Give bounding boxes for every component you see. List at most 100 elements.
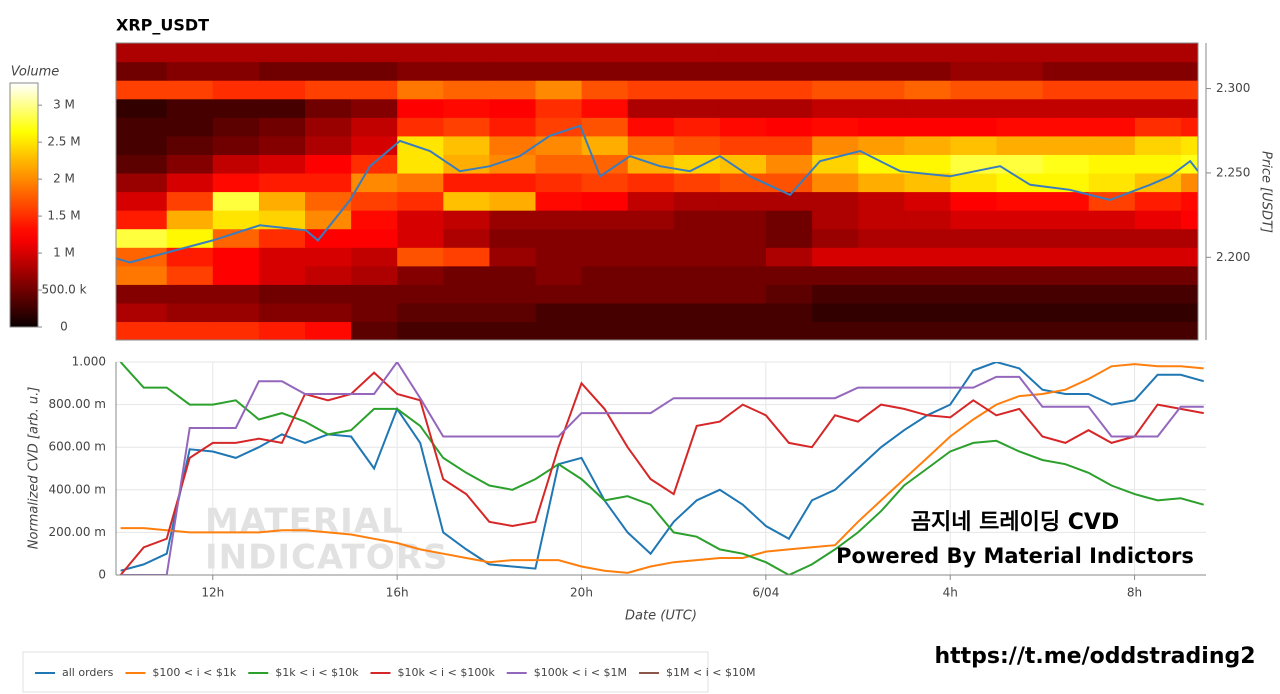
heatmap-cell [673,61,721,81]
colorbar-tick-label: 500.0 k [41,283,86,297]
heatmap-cell [627,135,675,155]
heatmap-cell [858,191,905,211]
heatmap-cell [1042,302,1090,323]
heatmap-cell [351,61,398,81]
heatmap-cell [904,154,952,174]
heatmap-cell [812,284,859,304]
cvd-line [120,362,1204,575]
heatmap-cell [1134,210,1182,230]
heatmap-cell [1180,98,1198,118]
heatmap-cell [904,302,952,323]
heatmap-cell [535,284,583,304]
heatmap-cell [397,191,444,211]
heatmap-cell [581,43,629,63]
heatmap-cell [166,191,214,211]
heatmap-cell [904,247,952,267]
heatmap-cell [1042,135,1090,155]
heatmap-cell [489,98,537,118]
heatmap-cell [1134,43,1182,63]
heatmap-cell [258,98,306,118]
heatmap-cell [1134,302,1182,323]
heatmap-cell [996,247,1044,267]
heatmap-cell [305,284,352,304]
heatmap-cell [996,154,1044,174]
heatmap-cell [1088,98,1136,118]
heatmap-cell [212,228,260,248]
heatmap-cell [581,284,629,304]
heatmap-cell [627,247,675,267]
heatmap-cell [116,321,168,340]
heatmap-cell [766,117,813,137]
heatmap-cell [719,210,767,230]
y-axis-label: Price [USDT] [1259,151,1274,233]
heatmap-cell [581,117,629,137]
heatmap-cell [305,321,352,340]
heatmap-cell [1134,172,1182,193]
heatmap-cell [305,135,352,155]
heatmap-cell [351,117,398,137]
heatmap-cell [535,247,583,267]
heatmap-cell [766,43,813,63]
heatmap-cell [305,191,352,211]
cvd-line [119,362,1204,575]
heatmap-cell [581,98,629,118]
heatmap-cell [996,321,1044,340]
heatmap-cell [351,210,398,230]
heatmap-cell [858,210,905,230]
heatmap-cell [858,247,905,267]
heatmap-cell [581,135,629,155]
heatmap-cell [489,302,537,323]
legend-label: $10k < i < $100k [397,666,495,679]
heatmap-cell [489,154,537,174]
heatmap-cell [258,321,306,340]
heatmap-cell [489,117,537,137]
heatmap-cell [1088,210,1136,230]
heatmap-cell [1134,80,1182,100]
heatmap-cell [116,172,168,193]
colorbar-tick-label: 0 [60,320,68,334]
heatmap-cell [489,80,537,100]
heatmap-cell [116,98,168,118]
heatmap-cell [858,117,905,137]
heatmap-cell [766,321,813,340]
heatmap-cell [581,154,629,174]
heatmap-cell [581,210,629,230]
heatmap-cell [351,302,398,323]
heatmap-cell [904,284,952,304]
heatmap-cell [116,302,168,323]
heatmap-cell [1042,284,1090,304]
heatmap-cell [212,80,260,100]
heatmap-cell [950,210,998,230]
heatmap-cell [627,265,675,285]
y-tick-label: 800.00 m [49,397,107,411]
heatmap-cell [166,117,214,137]
heatmap-cell [673,135,721,155]
heatmap-cell [443,98,491,118]
heatmap-cell [996,228,1044,248]
heatmap-cell [1042,98,1090,118]
cvd-lines [119,362,1204,575]
heatmap-cell [212,284,260,304]
heatmap-cell [904,321,952,340]
heatmap-area [116,43,1198,340]
heatmap-cell [766,172,813,193]
heatmap-cell [535,321,583,340]
heatmap-cell [812,265,859,285]
heatmap-cell [535,135,583,155]
heatmap-cell [1180,61,1198,81]
heatmap-cell [581,302,629,323]
y-tick-label: 200.00 m [49,525,107,539]
heatmap-cell [535,228,583,248]
heatmap-cell [116,247,168,267]
heatmap-cell [489,172,537,193]
heatmap-cell [305,154,352,174]
heatmap-cell [1088,265,1136,285]
heatmap-cell [766,98,813,118]
heatmap-cell [351,228,398,248]
heatmap-cell [397,98,444,118]
heatmap-cell [351,191,398,211]
heatmap-cell [212,321,260,340]
heatmap-cell [397,80,444,100]
heatmap-cell [812,135,859,155]
heatmap-cell [1180,43,1198,63]
